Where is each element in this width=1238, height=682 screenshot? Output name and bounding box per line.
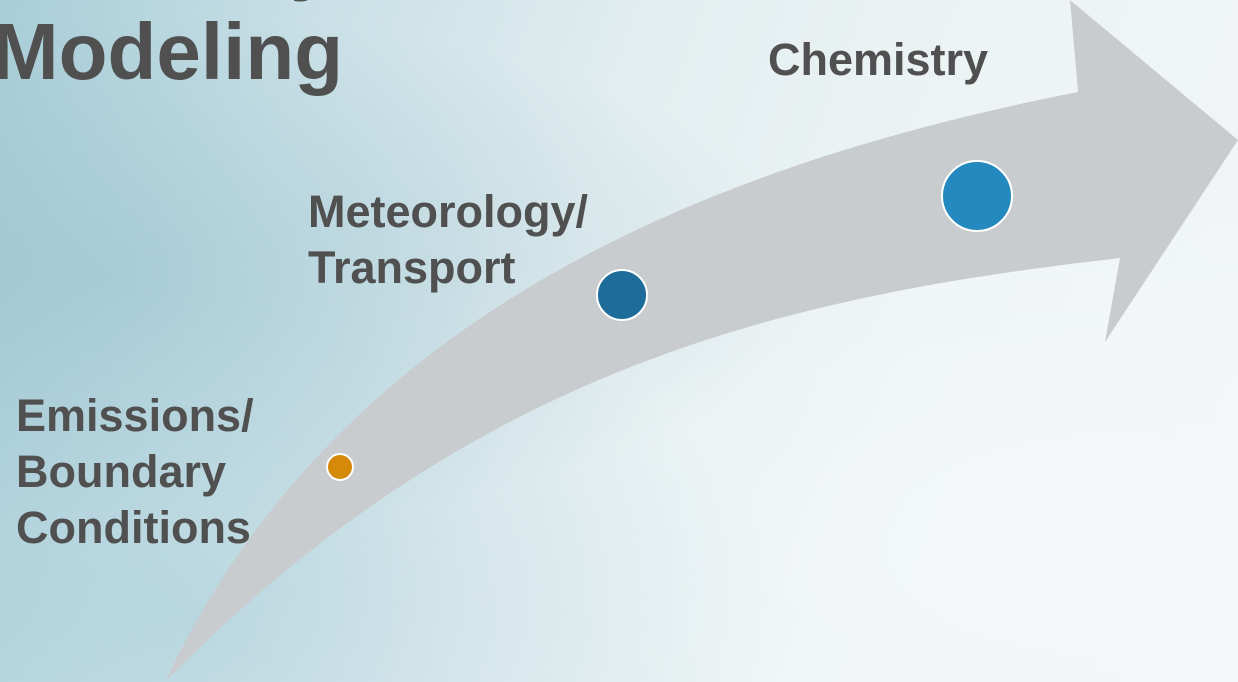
stage-label-chemistry: Chemistry: [768, 32, 988, 88]
stage-label-meteorology: Meteorology/ Transport: [308, 184, 588, 296]
stage-label-emissions: Emissions/ Boundary Conditions: [16, 388, 254, 556]
stage-label-line: Boundary: [16, 446, 227, 497]
stage-dot-emissions: [326, 453, 354, 481]
stage-dot-meteorology: [596, 269, 648, 321]
stage-label-line: Emissions/: [16, 390, 254, 441]
stage-dot-chemistry: [941, 160, 1013, 232]
page-title: Modeling: [0, 7, 344, 96]
stage-label-line: Conditions: [16, 502, 251, 553]
title-partial-line: y: [290, 0, 335, 4]
stage-label-line: Meteorology/: [308, 186, 589, 237]
stage-label-line: Transport: [308, 242, 516, 293]
curved-arrow: [165, 0, 1238, 682]
stage-label-line: Chemistry: [768, 34, 989, 85]
